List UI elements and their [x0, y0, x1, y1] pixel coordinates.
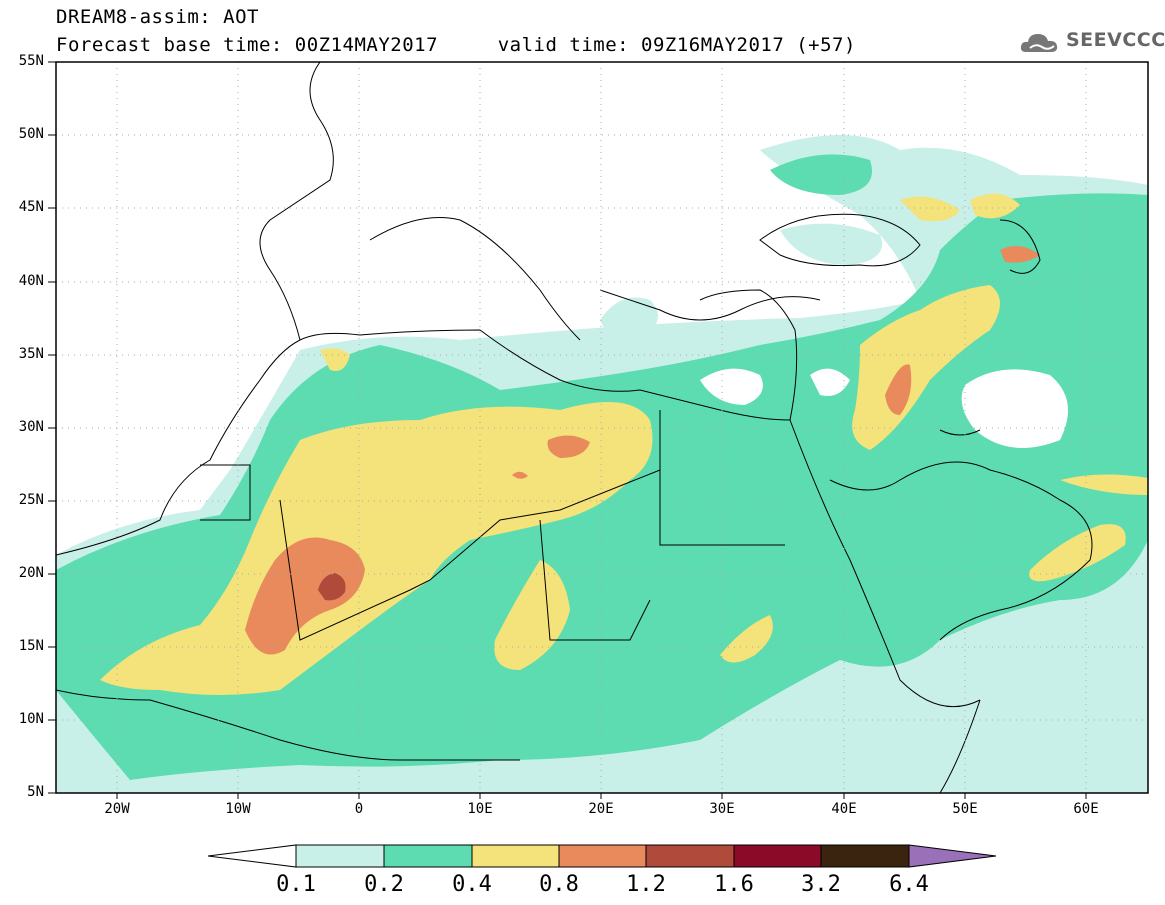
- logo-text: SEEVCCC: [1066, 29, 1165, 51]
- lon-tick-label: 40E: [831, 801, 857, 817]
- lat-tick-label: 35N: [18, 346, 44, 362]
- coastlines: [56, 62, 1093, 793]
- lon-tick-label: 10E: [467, 801, 493, 817]
- aot-gap: [700, 368, 1068, 448]
- map-title: DREAM8-assim: AOT: [56, 6, 259, 28]
- grid-lines: [56, 62, 1148, 793]
- aot-contours: [56, 62, 1148, 793]
- lat-tick-label: 45N: [18, 199, 44, 215]
- lat-tick-label: 10N: [18, 711, 44, 727]
- colorbar-segment: [383, 844, 473, 868]
- lat-tick-label: 15N: [18, 638, 44, 654]
- lat-tick-label: 25N: [18, 492, 44, 508]
- forecast-time-subtitle: Forecast base time: 00Z14MAY2017 valid t…: [56, 34, 856, 56]
- lon-tick-label: 0: [354, 801, 364, 817]
- lat-tick-label: 50N: [18, 126, 44, 142]
- colorbar-segment: [733, 844, 822, 868]
- colorbar-label: 3.2: [801, 872, 841, 897]
- lon-tick-label: 20E: [588, 801, 614, 817]
- lat-tick-label: 20N: [18, 565, 44, 581]
- colorbar-over-arrow: [908, 844, 997, 868]
- lon-tick-label: 10W: [225, 801, 251, 817]
- cloud-logo-icon: [1020, 34, 1058, 52]
- lat-tick-label: 30N: [18, 419, 44, 435]
- colorbar-segment: [558, 844, 647, 868]
- colorbar: [207, 844, 997, 868]
- aot-band-0-8: [245, 246, 1040, 655]
- colorbar-label: 0.8: [539, 872, 579, 897]
- colorbar-label: 1.6: [714, 872, 754, 897]
- lon-tick-label: 30E: [709, 801, 735, 817]
- aot-band-1-2: [318, 573, 346, 601]
- lat-tick-label: 55N: [18, 53, 44, 69]
- colorbar-label: 0.2: [364, 872, 404, 897]
- axis-ticks: [48, 61, 1087, 799]
- colorbar-segment: [295, 844, 385, 868]
- colorbar-segment: [471, 844, 560, 868]
- colorbar-segment: [645, 844, 735, 868]
- lon-tick-label: 50E: [952, 801, 978, 817]
- lat-tick-label: 40N: [18, 273, 44, 289]
- colorbar-label: 0.4: [452, 872, 492, 897]
- colorbar-label: 1.2: [626, 872, 666, 897]
- colorbar-segment: [820, 844, 910, 868]
- colorbar-label: 0.1: [276, 872, 316, 897]
- colorbar-label: 6.4: [889, 872, 929, 897]
- colorbar-under-arrow: [207, 844, 297, 868]
- lon-tick-label: 20W: [104, 801, 130, 817]
- lon-tick-label: 60E: [1073, 801, 1099, 817]
- lat-tick-label: 5N: [27, 784, 44, 800]
